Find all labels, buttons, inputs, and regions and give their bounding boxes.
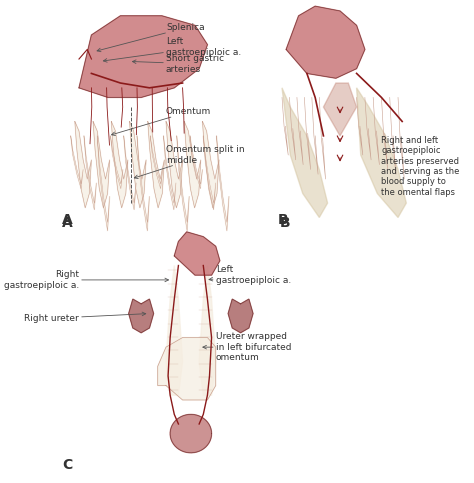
Text: B: B [280, 216, 291, 230]
Polygon shape [75, 121, 91, 208]
Polygon shape [129, 121, 146, 208]
Polygon shape [323, 83, 356, 136]
Polygon shape [217, 136, 229, 231]
Text: B: B [278, 213, 289, 227]
Polygon shape [124, 136, 136, 210]
Polygon shape [166, 121, 182, 208]
Text: Short gastric
arteries: Short gastric arteries [132, 54, 224, 73]
Text: Right
gastroepiploic a.: Right gastroepiploic a. [4, 270, 168, 290]
Polygon shape [199, 266, 216, 395]
Polygon shape [170, 414, 211, 453]
Polygon shape [148, 121, 164, 208]
Polygon shape [190, 136, 202, 189]
Text: Right and left
gastroepiploic
arteries preserved
and serving as the
blood supply: Right and left gastroepiploic arteries p… [382, 136, 460, 197]
Polygon shape [356, 88, 406, 217]
Text: Right ureter: Right ureter [24, 312, 146, 323]
Polygon shape [202, 121, 219, 208]
Polygon shape [282, 88, 328, 217]
Polygon shape [110, 136, 123, 189]
Polygon shape [174, 232, 220, 275]
Polygon shape [137, 136, 149, 231]
Text: Splenica: Splenica [97, 23, 205, 52]
Polygon shape [111, 121, 128, 208]
Text: Left
gastroepiploic a.: Left gastroepiploic a. [209, 266, 291, 285]
Text: Omentum: Omentum [111, 107, 211, 136]
Polygon shape [97, 136, 109, 231]
Text: Left
gastroepiploic a.: Left gastroepiploic a. [103, 37, 241, 62]
Polygon shape [164, 136, 176, 210]
Polygon shape [84, 136, 96, 210]
Polygon shape [203, 136, 216, 210]
Text: Omentum split in
middle: Omentum split in middle [134, 145, 245, 179]
Polygon shape [150, 136, 163, 189]
Polygon shape [79, 16, 208, 98]
Polygon shape [228, 299, 253, 333]
Polygon shape [166, 266, 182, 395]
Polygon shape [184, 121, 201, 208]
Polygon shape [158, 338, 216, 400]
Polygon shape [93, 121, 109, 208]
Text: Ureter wrapped
in left bifurcated
omentum: Ureter wrapped in left bifurcated omentu… [203, 332, 291, 362]
Polygon shape [286, 6, 365, 78]
Text: C: C [63, 458, 73, 472]
Polygon shape [71, 136, 83, 189]
Text: A: A [63, 213, 73, 227]
Text: A: A [63, 216, 73, 230]
Polygon shape [177, 136, 189, 231]
Polygon shape [129, 299, 154, 333]
